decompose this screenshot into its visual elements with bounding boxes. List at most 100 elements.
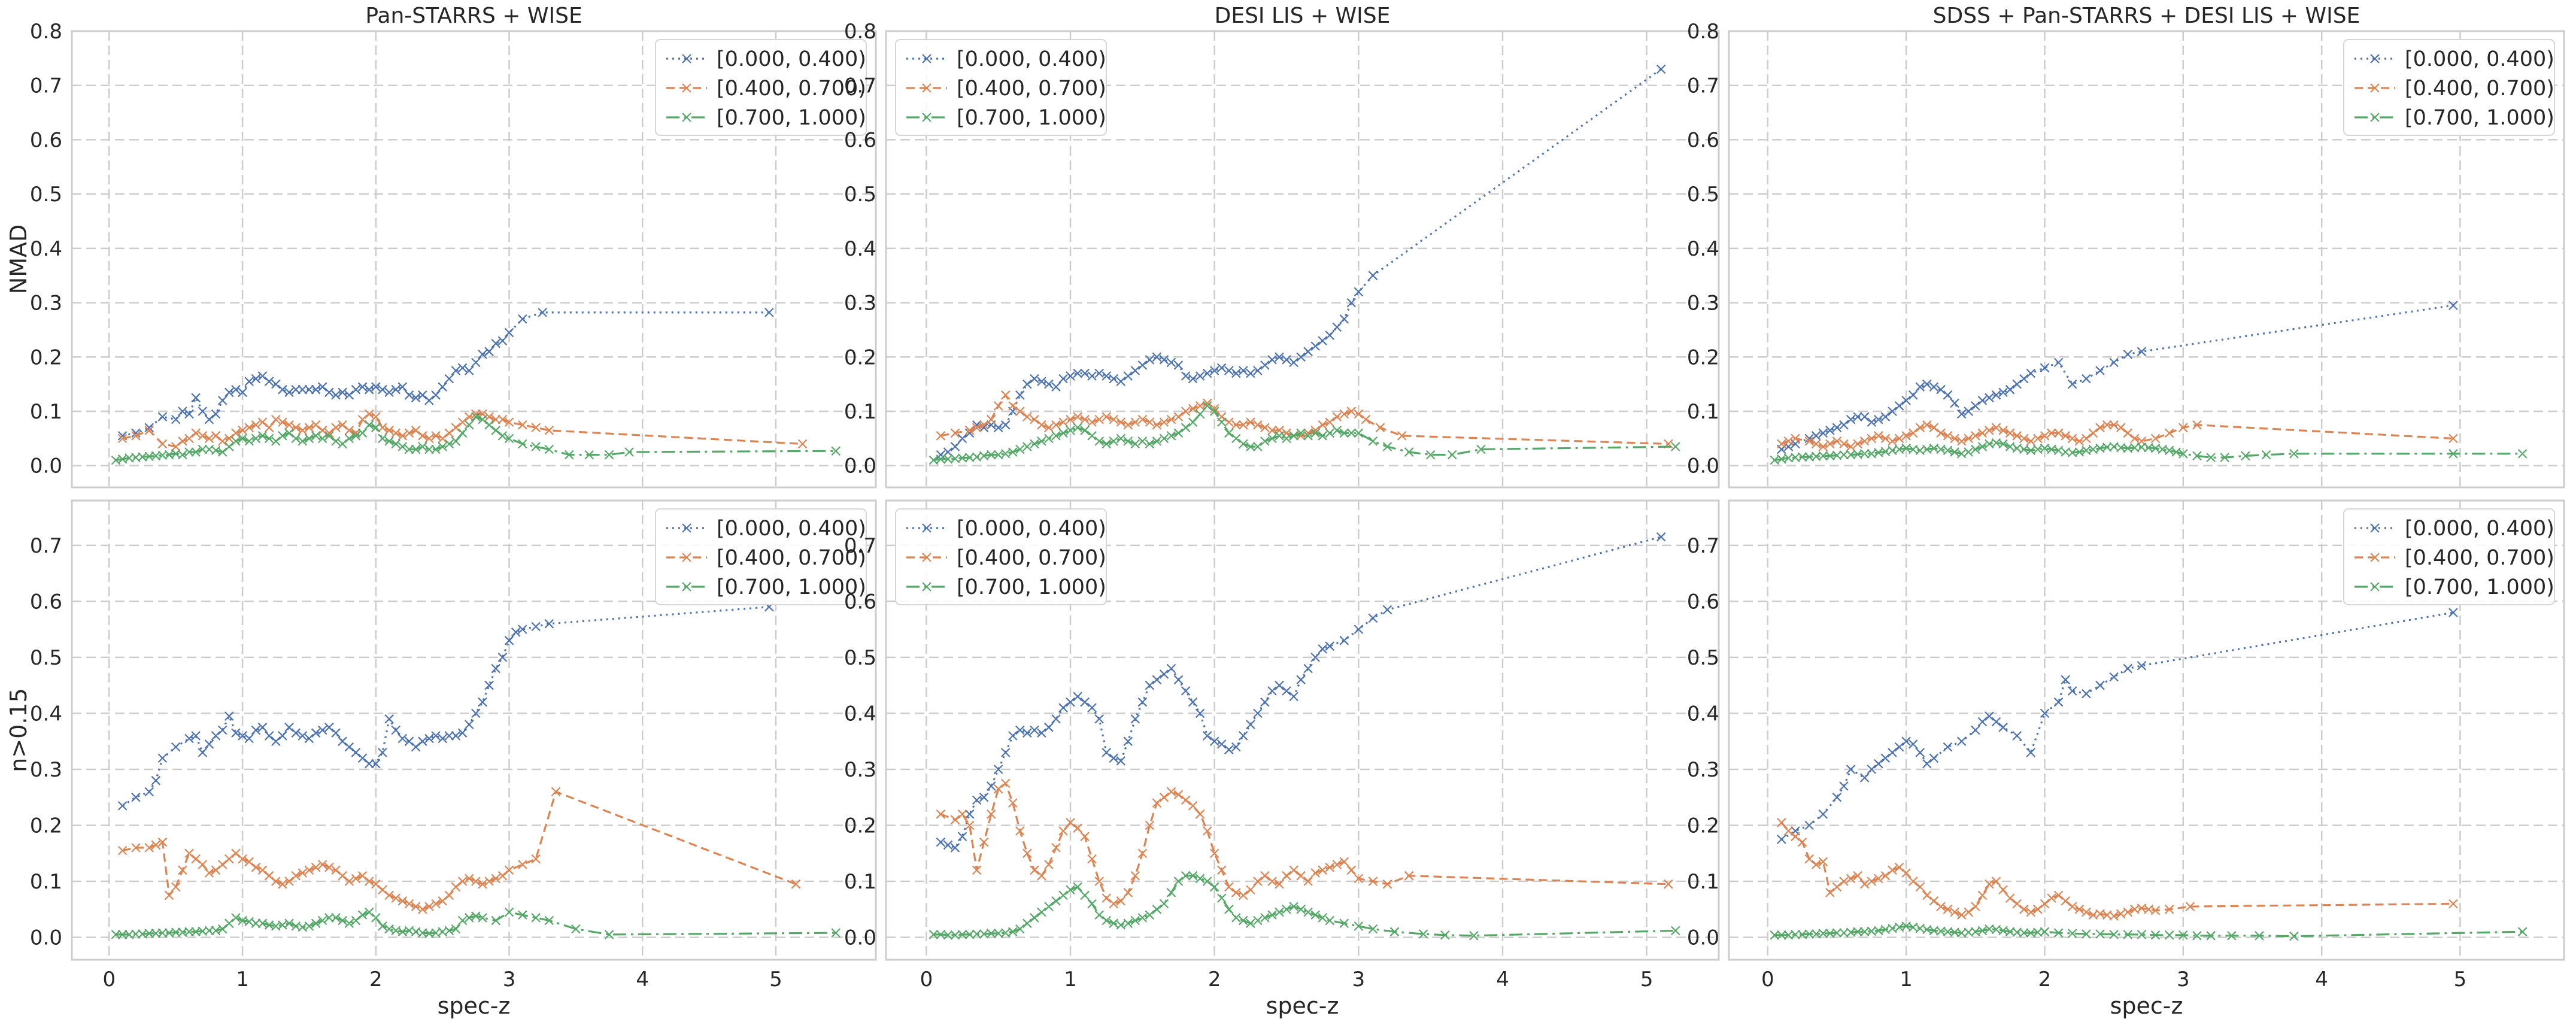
plot-frame (1728, 499, 2565, 961)
panel-2: 0.0 0.1 0.2 0.3 0.4 0.5 0.6 0.7 0.8 DESI LIS + WI… (844, 4, 1720, 489)
y-tick-label: 0.2 (1687, 345, 1719, 369)
y-tick-label: 0.8 (30, 20, 62, 44)
legend-label-3: [0.700, 1.000) (957, 106, 1106, 130)
x-tick-label: 3 (2177, 968, 2190, 991)
legend-box (895, 39, 1107, 136)
y-tick-label: 0.2 (30, 814, 62, 838)
x-tick-label: 1 (1064, 968, 1077, 991)
series-line-1 (117, 602, 774, 811)
y-tick-label: 0.7 (1687, 534, 1719, 558)
legend: [0.000, 0.400) [0.400, 0.700) [0.700, 1.00… (655, 508, 867, 605)
x-tick-label: 4 (1496, 968, 1509, 991)
y-tick-label: 0.6 (844, 128, 876, 152)
y-tick-label: 0.4 (1687, 702, 1719, 726)
series-line-1 (936, 532, 1666, 853)
y-tick-label: 0.8 (1687, 20, 1719, 44)
y-tick-label: 0.2 (844, 345, 876, 369)
panel-3: 0.0 0.1 0.2 0.3 0.4 0.5 0.6 0.7 0.8 SDSS + Pan-ST… (1687, 4, 2565, 489)
x-tick-label: 5 (1640, 968, 1653, 991)
y-tick-label: 0.2 (30, 345, 62, 369)
y-tick-label: 0.7 (844, 534, 876, 558)
legend-label-3: [0.700, 1.000) (2405, 575, 2554, 599)
y-tick-label: 0.3 (30, 292, 62, 316)
x-tick-label: 2 (369, 968, 383, 991)
y-tick-label: 0.7 (30, 534, 62, 558)
legend-label-1: [0.000, 0.400) (717, 47, 866, 71)
legend-box (895, 508, 1107, 605)
x-tick-label: 3 (503, 968, 516, 991)
panel-6: 0.0 0.1 0.2 0.3 0.4 0.5 0.6 0.7 0 1 2 3 4 5 spec-z [0.0… (1687, 499, 2565, 1019)
y-axis-label: n>0.15 (5, 688, 32, 772)
panel-title: DESI LIS + WISE (1215, 4, 1391, 28)
x-tick-label: 2 (1208, 968, 1221, 991)
y-tick-label: 0.0 (1687, 454, 1719, 478)
series-line-2 (936, 390, 1673, 449)
y-tick-label: 0.4 (30, 702, 62, 726)
legend-box (2343, 508, 2555, 605)
series-line-1 (117, 308, 774, 441)
y-tick-label: 0.5 (844, 183, 876, 207)
x-tick-label: 4 (2315, 968, 2328, 991)
legend: [0.000, 0.400) [0.400, 0.700) [0.700, 1.00… (895, 508, 1107, 605)
legend-label-2: [0.400, 0.700) (957, 77, 1106, 101)
y-tick-label: 0.5 (30, 183, 62, 207)
x-axis-label: spec-z (2110, 993, 2183, 1019)
legend-label-2: [0.400, 0.700) (2405, 77, 2554, 101)
legend-label-2: [0.400, 0.700) (717, 77, 866, 101)
y-tick-label: 0.0 (30, 926, 62, 950)
series-line-3 (1770, 921, 2528, 941)
y-tick-label: 0.1 (30, 870, 62, 894)
y-tick-label: 0.7 (844, 74, 876, 98)
y-tick-label: 0.5 (1687, 183, 1719, 207)
x-tick-label: 2 (2038, 968, 2052, 991)
legend-label-3: [0.700, 1.000) (957, 575, 1106, 599)
plot-frame (885, 499, 1720, 961)
series-line-3 (929, 871, 1680, 941)
legend-box (655, 39, 867, 136)
legend-label-1: [0.000, 0.400) (2405, 47, 2554, 71)
legend-label-1: [0.000, 0.400) (717, 517, 866, 541)
y-tick-label: 0.6 (844, 590, 876, 614)
y-tick-label: 0.0 (844, 926, 876, 950)
y-tick-label: 0.1 (1687, 870, 1719, 894)
y-tick-label: 0.3 (30, 758, 62, 782)
panel-1: 0.0 0.1 0.2 0.3 0.4 0.5 0.6 0.7 0.8 Pan-STARRS + … (5, 4, 877, 489)
y-tick-label: 0.4 (30, 237, 62, 261)
y-tick-label: 0.6 (30, 590, 62, 614)
y-tick-label: 0.7 (1687, 74, 1719, 98)
plot-frame (71, 30, 877, 489)
y-tick-label: 0.0 (30, 454, 62, 478)
x-tick-label: 5 (2454, 968, 2467, 991)
series-line-3 (111, 907, 841, 939)
legend-label-1: [0.000, 0.400) (957, 47, 1106, 71)
plot-frame (71, 499, 877, 961)
y-tick-label: 0.4 (844, 702, 876, 726)
legend: [0.000, 0.400) [0.400, 0.700) [0.700, 1.00… (895, 39, 1107, 136)
y-axis-label: NMAD (5, 225, 32, 294)
legend: [0.000, 0.400) [0.400, 0.700) [0.700, 1.00… (2343, 39, 2555, 136)
x-tick-label: 1 (1900, 968, 1913, 991)
panel-4: 0.0 0.1 0.2 0.3 0.4 0.5 0.6 0.7 0 1 2 3 4 5 spec-z n>0.… (5, 499, 877, 1019)
x-axis-label: spec-z (438, 993, 511, 1019)
series-line-1 (1777, 301, 2458, 454)
legend-label-3: [0.700, 1.000) (2405, 106, 2554, 130)
x-tick-label: 3 (1352, 968, 1366, 991)
y-tick-label: 0.4 (844, 237, 876, 261)
series-line-1 (1777, 608, 2458, 844)
y-tick-label: 0.3 (844, 292, 876, 316)
series-line-3 (111, 412, 841, 465)
series-line-2 (1777, 818, 2458, 921)
panel-title: Pan-STARRS + WISE (365, 4, 582, 28)
y-tick-label: 0.2 (1687, 814, 1719, 838)
series-line-3 (929, 401, 1680, 465)
series-line-2 (117, 787, 801, 914)
legend-label-2: [0.400, 0.700) (2405, 546, 2554, 570)
y-tick-label: 0.1 (844, 870, 876, 894)
y-tick-label: 0.5 (844, 646, 876, 670)
y-tick-label: 0.3 (1687, 758, 1719, 782)
x-tick-label: 0 (920, 968, 933, 991)
y-tick-label: 0.0 (844, 454, 876, 478)
y-tick-label: 0.7 (30, 74, 62, 98)
